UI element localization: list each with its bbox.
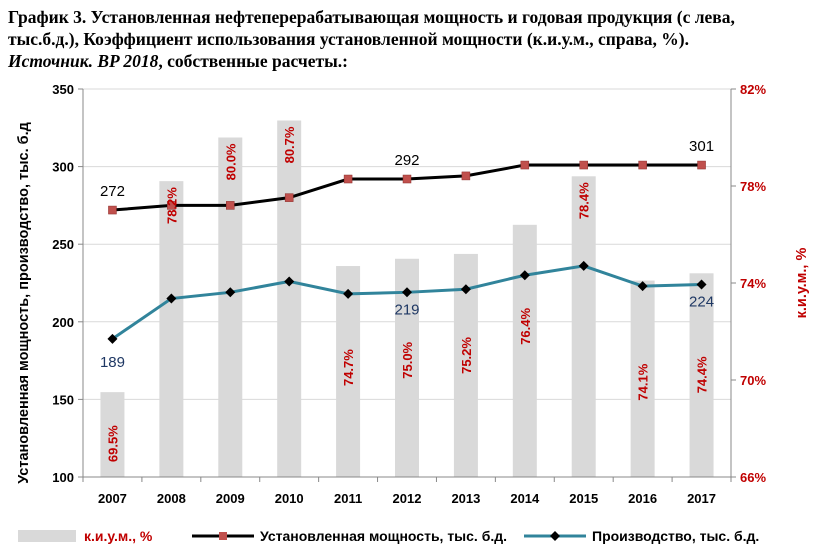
- bar-data-label: 74.4%: [695, 356, 710, 393]
- right-tick-label: 66%: [740, 470, 766, 485]
- capacity-point: [697, 160, 706, 170]
- x-tick-label: 2012: [393, 491, 422, 506]
- capacity-data-label: 292: [394, 152, 419, 169]
- series-lines: [107, 160, 707, 344]
- capacity-point: [461, 171, 471, 181]
- left-tick-label: 350: [52, 82, 74, 97]
- bar-data-label: 75.2%: [459, 337, 474, 374]
- x-tick-label: 2008: [157, 491, 186, 506]
- legend-marker-production: [550, 531, 560, 541]
- bar-data-label: 80.7%: [282, 126, 297, 163]
- production-point: [402, 287, 412, 298]
- capacity-point: [343, 174, 353, 184]
- legend-label-production: Производство, тыс. б.д.: [592, 528, 759, 544]
- bar-data-label: 76.4%: [518, 307, 533, 344]
- source-italic-rest: . BP 2018: [88, 51, 159, 71]
- production-point: [225, 287, 236, 298]
- legend-swatch-kium: [18, 530, 76, 542]
- x-tick-label: 2007: [98, 491, 127, 506]
- left-tick-label: 100: [52, 470, 74, 485]
- bar-kium: [336, 266, 361, 477]
- left-tick-label: 150: [52, 392, 74, 407]
- left-tick-label: 300: [52, 160, 74, 175]
- right-tick-label: 74%: [740, 276, 766, 291]
- bar-kium: [630, 280, 655, 477]
- x-tick-label: 2017: [687, 491, 716, 506]
- bar-data-label: 74.7%: [341, 349, 356, 386]
- legend: к.и.у.м., % Установленная мощность, тыс. …: [18, 528, 759, 544]
- capacity-point: [579, 160, 588, 170]
- capacity-point: [167, 201, 176, 210]
- production-point: [343, 288, 354, 299]
- production-point: [696, 279, 707, 290]
- left-tick-label: 200: [52, 315, 74, 330]
- bar-data-label: 74.1%: [636, 363, 651, 400]
- data-labels: 69.5% 78.2% 80.0% 80.7% 74.7% 75.0% 75.2% 76.4%…: [100, 126, 714, 462]
- capacity-data-label: 272: [100, 183, 125, 200]
- production-data-label: 219: [394, 301, 419, 318]
- y-axis-title-left: Установленная мощность, производство, ты…: [16, 122, 32, 484]
- bar-kium: [277, 120, 302, 478]
- bar-kium: [218, 137, 243, 477]
- capacity-point: [520, 160, 530, 170]
- legend-marker-capacity: [219, 532, 227, 540]
- production-data-label: 224: [689, 294, 714, 311]
- production-point: [578, 260, 589, 271]
- capacity-data-label: 301: [689, 138, 714, 155]
- bar-data-label: 80.0%: [223, 143, 238, 180]
- bar-kium: [571, 176, 596, 478]
- axes: 100 150 200 250 300 350 66% 70% 74% 78% 82% 2007 200…: [16, 82, 810, 506]
- bars: [100, 120, 714, 478]
- legend-label-capacity: Установленная мощность, тыс. б.д.: [260, 528, 507, 544]
- production-point: [637, 281, 648, 292]
- capacity-point: [284, 193, 294, 202]
- bar-kium: [159, 181, 184, 477]
- source-label: Источник: [8, 51, 89, 71]
- production-point: [519, 270, 530, 281]
- bar-kium: [512, 224, 537, 477]
- x-tick-label: 2009: [216, 491, 245, 506]
- capacity-point: [226, 201, 235, 210]
- x-tick-label: 2014: [510, 491, 540, 506]
- bar-data-label: 78.2%: [164, 187, 179, 224]
- bar-data-label: 78.4%: [577, 182, 592, 219]
- y-axis-title-right: к.и.у.м., %: [794, 248, 810, 319]
- production-data-label: 189: [100, 354, 125, 371]
- production-point: [107, 333, 118, 344]
- legend-label-kium: к.и.у.м., %: [84, 528, 153, 544]
- x-tick-label: 2013: [451, 491, 480, 506]
- production-point: [460, 284, 471, 295]
- bar-data-label: 75.0%: [400, 341, 415, 378]
- bar-kium: [100, 392, 125, 477]
- right-tick-label: 78%: [740, 179, 766, 194]
- chart-title: График 3. Установленная нефтеперерабатыв…: [8, 6, 808, 72]
- left-tick-label: 250: [52, 237, 74, 252]
- production-point: [284, 276, 295, 287]
- capacity-point: [402, 174, 412, 184]
- chart-title-text: График 3. Установленная нефтеперерабатыв…: [8, 7, 735, 49]
- bar-data-label: 69.5%: [105, 425, 120, 462]
- right-tick-label: 82%: [740, 82, 766, 97]
- capacity-line: [112, 163, 702, 212]
- capacity-point: [638, 160, 647, 170]
- x-tick-label: 2015: [569, 491, 598, 506]
- x-tick-label: 2011: [334, 491, 362, 506]
- x-tick-label: 2016: [628, 491, 657, 506]
- x-tick-label: 2010: [275, 491, 304, 506]
- capacity-point: [108, 205, 117, 215]
- production-point: [166, 293, 177, 304]
- right-tick-label: 70%: [740, 373, 766, 388]
- source-rest: , собственные расчеты.:: [158, 51, 348, 71]
- bar-kium: [689, 273, 714, 477]
